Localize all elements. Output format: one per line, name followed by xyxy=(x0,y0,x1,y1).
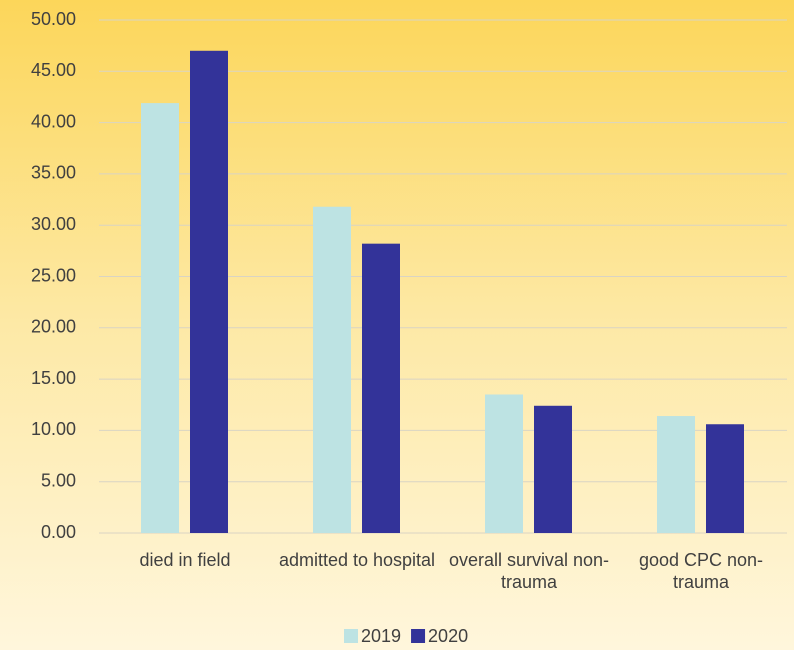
y-tick-label: 15.00 xyxy=(31,368,76,388)
bar xyxy=(706,424,744,533)
legend-label: 2019 xyxy=(361,626,401,646)
y-tick-label: 0.00 xyxy=(41,522,76,542)
y-tick-label: 45.00 xyxy=(31,60,76,80)
y-tick-label: 30.00 xyxy=(31,214,76,234)
y-tick-label: 20.00 xyxy=(31,317,76,337)
legend-swatch xyxy=(344,629,358,643)
bar xyxy=(534,405,572,533)
bar xyxy=(485,394,523,533)
y-tick-label: 5.00 xyxy=(41,470,76,490)
y-tick-label: 35.00 xyxy=(31,163,76,183)
x-tick-label: died in field xyxy=(139,550,231,570)
x-tick-label: overall survival non-trauma xyxy=(448,550,610,592)
y-tick-label: 40.00 xyxy=(31,111,76,131)
bar xyxy=(141,103,179,533)
x-tick-label: good CPC non-trauma xyxy=(638,550,764,592)
bar xyxy=(190,50,228,533)
y-tick-label: 10.00 xyxy=(31,419,76,439)
y-tick-label: 25.00 xyxy=(31,265,76,285)
bar xyxy=(657,416,695,533)
x-tick-label: admitted to hospital xyxy=(278,550,436,570)
bar xyxy=(362,243,400,533)
bar xyxy=(313,206,351,533)
legend-swatch xyxy=(411,629,426,643)
y-tick-label: 50.00 xyxy=(31,9,76,29)
legend-label: 2020 xyxy=(428,626,468,646)
